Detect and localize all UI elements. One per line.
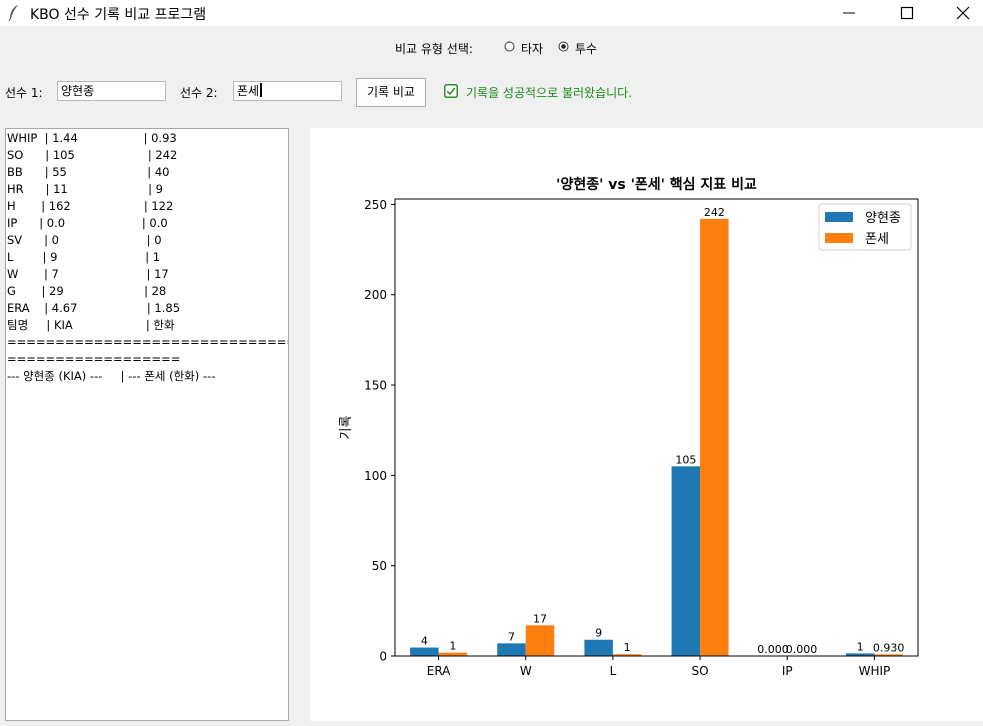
output-line: G | 29 | 28 xyxy=(7,284,167,298)
output-line: ============================== xyxy=(7,335,289,349)
output-line: ERA | 4.67 | 1.85 xyxy=(7,301,181,315)
bar-value-label: 17 xyxy=(533,612,547,625)
bar-value-label: 0.930 xyxy=(873,641,905,654)
output-line: WHIP | 1.44 | 0.93 xyxy=(7,131,177,145)
bar-value-label: 1 xyxy=(449,640,456,653)
radio-batter-label[interactable]: 타자 xyxy=(521,42,544,56)
bar-value-label: 4 xyxy=(421,635,428,648)
y-tick-label: 50 xyxy=(372,559,387,573)
bar xyxy=(671,466,701,656)
radio-pitcher[interactable] xyxy=(558,41,569,52)
close-button[interactable] xyxy=(940,0,983,26)
output-line: IP | 0.0 | 0.0 xyxy=(7,216,168,230)
x-tick-label: ERA xyxy=(427,664,451,678)
output-line: ================== xyxy=(7,352,181,366)
check-icon xyxy=(444,84,458,98)
bar xyxy=(438,652,468,656)
bar-value-label: 7 xyxy=(508,630,515,643)
player1-input[interactable]: 양현종 xyxy=(57,81,166,101)
bar xyxy=(584,639,613,656)
comparison-type-label: 비교 유형 선택: xyxy=(395,42,473,56)
y-tick-label: 0 xyxy=(379,650,387,664)
y-tick-label: 150 xyxy=(364,379,387,393)
plot-frame xyxy=(394,198,919,657)
title-bar: KBO 선수 기록 비교 프로그램 xyxy=(0,0,983,26)
text-cursor xyxy=(260,83,263,97)
y-tick-label: 200 xyxy=(364,288,387,302)
y-tick-label: 250 xyxy=(364,198,387,212)
y-axis-label: 기록 xyxy=(339,416,354,440)
player1-value: 양현종 xyxy=(61,84,95,98)
bar-value-label: 9 xyxy=(595,627,602,640)
x-tick-label: L xyxy=(610,664,617,678)
bar-value-label: 1 xyxy=(624,641,631,654)
minimize-icon xyxy=(843,12,855,14)
x-tick-label: SO xyxy=(692,664,709,678)
bar xyxy=(845,653,875,656)
bar-value-label: 0.000 xyxy=(757,643,789,656)
window-title: KBO 선수 기록 비교 프로그램 xyxy=(30,7,207,23)
bar-value-label: 1 xyxy=(857,640,864,653)
output-line: --- 양현종 (KIA) --- | --- 폰세 (한화) --- xyxy=(7,369,216,383)
output-line: SO | 105 | 242 xyxy=(7,148,178,162)
output-line: 팀명 | KIA | 한화 xyxy=(7,318,175,332)
output-line: SV | 0 | 0 xyxy=(7,233,162,247)
status-message: 기록을 성공적으로 불러왔습니다. xyxy=(466,86,633,100)
output-line: L | 9 | 1 xyxy=(7,250,161,264)
legend-swatch xyxy=(825,233,853,243)
maximize-icon xyxy=(900,6,914,20)
y-tick-label: 100 xyxy=(364,469,387,483)
maximize-button[interactable] xyxy=(884,0,930,26)
bar-value-label: 242 xyxy=(704,206,725,219)
legend-label: 폰세 xyxy=(865,232,889,247)
x-tick-label: IP xyxy=(782,664,793,678)
chart-title: '양현종' vs '폰세' 핵심 지표 비교 xyxy=(556,177,757,193)
output-line: W | 7 | 17 xyxy=(7,267,169,281)
output-line: BB | 55 | 40 xyxy=(7,165,170,179)
player2-label: 선수 2: xyxy=(180,86,218,100)
bar xyxy=(525,625,555,656)
minimize-button[interactable] xyxy=(826,0,872,26)
close-icon xyxy=(956,6,970,20)
x-tick-label: WHIP xyxy=(859,664,891,678)
output-line: HR | 11 | 9 xyxy=(7,182,164,196)
bar xyxy=(410,647,439,656)
output-line: H | 162 | 122 xyxy=(7,199,174,213)
bar xyxy=(874,654,903,656)
radio-batter[interactable] xyxy=(504,41,515,52)
legend-label: 양현종 xyxy=(865,211,901,226)
bar-value-label: 0.000 xyxy=(786,643,818,656)
radio-pitcher-label[interactable]: 투수 xyxy=(575,42,598,56)
text-output-panel[interactable]: WHIP | 1.44 | 0.93 SO | 105 | 242 BB | 55 … xyxy=(5,128,289,721)
player2-value: 폰세 xyxy=(237,84,260,98)
bar-value-label: 105 xyxy=(675,453,696,466)
bar xyxy=(497,643,526,656)
bar xyxy=(700,218,729,656)
compare-button[interactable]: 기록 비교 xyxy=(356,78,426,107)
x-tick-label: W xyxy=(520,664,532,678)
legend-swatch xyxy=(825,212,853,222)
player1-label: 선수 1: xyxy=(5,86,43,100)
player2-input[interactable]: 폰세 xyxy=(233,81,342,101)
bar xyxy=(612,654,642,656)
feather-icon xyxy=(8,5,18,22)
